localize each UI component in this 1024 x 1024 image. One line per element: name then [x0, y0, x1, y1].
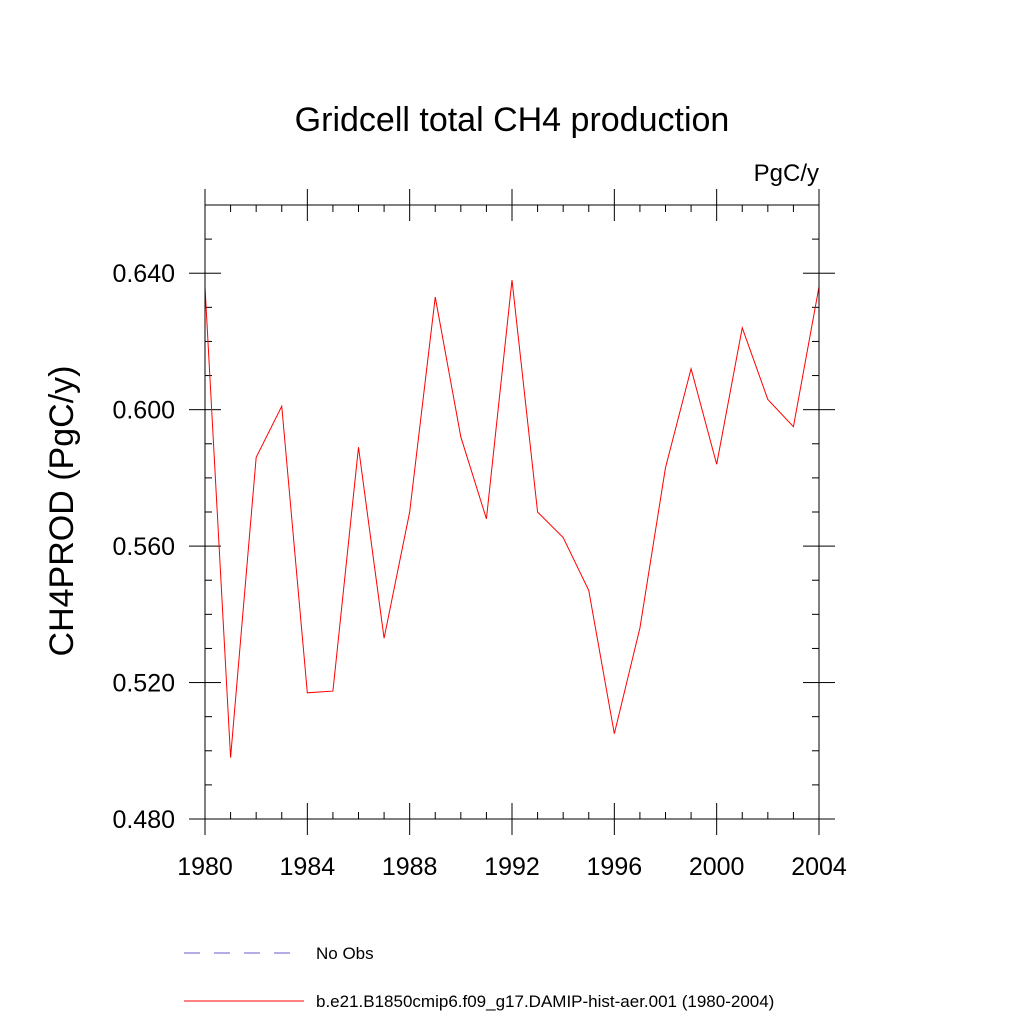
y-tick-label: 0.520 [112, 670, 175, 698]
series-lines [204, 279, 820, 758]
y-tick-label: 0.640 [112, 260, 175, 288]
x-tick-label: 1980 [177, 853, 233, 881]
y-tick-label: 0.560 [112, 533, 175, 561]
legend: No Obs b.e21.B1850cmip6.f09_g17.DAMIP-his… [184, 944, 774, 1011]
chart-title: Gridcell total CH4 production [295, 101, 730, 139]
legend-label: b.e21.B1850cmip6.f09_g17.DAMIP-hist-aer.… [316, 992, 774, 1011]
x-tick-label: 2000 [689, 853, 745, 881]
legend-label: No Obs [316, 944, 374, 963]
plot-frame [204, 204, 820, 820]
axis-ticks [189, 189, 835, 835]
tick-labels: 1980 1984 1988 1992 1996 2000 2004 0.480 0.520 0.… [112, 260, 846, 881]
y-tick-label: 0.600 [112, 397, 175, 425]
x-tick-label: 1992 [484, 853, 540, 881]
x-tick-label: 1988 [382, 853, 438, 881]
x-tick-label: 2004 [791, 853, 847, 881]
units-label: PgC/y [754, 160, 819, 187]
x-tick-label: 1984 [280, 853, 336, 881]
y-axis-label: CH4PROD (PgC/y) [43, 366, 81, 657]
x-tick-label: 1996 [587, 853, 643, 881]
series-line [204, 279, 820, 758]
y-tick-label: 0.480 [112, 806, 175, 834]
